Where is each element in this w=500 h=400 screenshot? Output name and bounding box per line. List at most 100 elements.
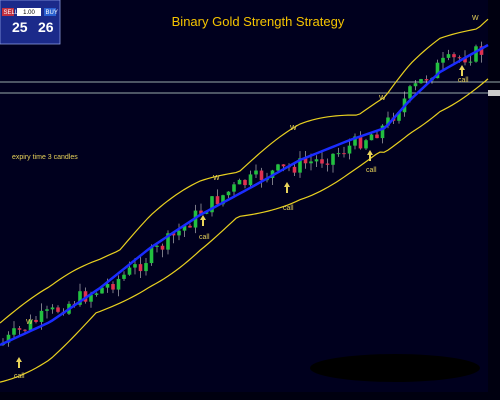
candle-body — [105, 284, 110, 288]
candle-body — [12, 328, 16, 335]
candle-body — [419, 79, 423, 84]
upper-band — [0, 18, 489, 324]
time-axis — [0, 392, 500, 400]
candle-body — [100, 287, 104, 294]
wave-label: W — [213, 175, 220, 182]
candle-body — [259, 170, 264, 181]
call-label: call — [199, 234, 210, 241]
candle-body — [45, 309, 49, 311]
candle-body — [155, 245, 159, 247]
candle-body — [177, 230, 181, 236]
arrow — [200, 215, 206, 226]
candle-body — [171, 233, 176, 236]
panel-bg — [0, 0, 61, 45]
candle-body — [6, 334, 11, 343]
call-label: call — [14, 373, 25, 380]
arrow — [367, 150, 373, 161]
candle-body — [116, 278, 121, 290]
candle-body — [144, 263, 148, 272]
candle-body — [325, 163, 330, 165]
candle-body — [23, 329, 27, 331]
candle-body — [210, 196, 214, 213]
candle-body — [424, 79, 429, 81]
arrow — [16, 357, 22, 368]
candle-body — [408, 86, 412, 99]
sell-button[interactable] — [2, 8, 14, 16]
candle-body — [56, 307, 60, 312]
wave-label: W — [379, 95, 386, 102]
candle-body — [127, 267, 132, 275]
trade-panel: SELL 1.00 BUY 25 26 — [0, 0, 61, 45]
candle-body — [375, 134, 379, 139]
candle-body — [320, 159, 324, 164]
sell-price: 25 — [12, 19, 28, 35]
candle-body — [479, 46, 484, 55]
candle-body — [347, 145, 352, 154]
candle-body — [474, 46, 478, 62]
wave-label: W — [472, 15, 479, 22]
candle-body — [303, 158, 308, 164]
title: Binary Gold Strength Strategy — [172, 14, 345, 29]
candle-body — [298, 158, 302, 173]
candle-body — [215, 196, 220, 205]
candle-body — [199, 210, 203, 214]
candle-body — [243, 179, 247, 186]
candle-body — [39, 310, 44, 322]
expiry-note: expiry time 3 candles — [12, 154, 78, 161]
candle-body — [276, 164, 280, 171]
buy-text: BUY — [46, 10, 58, 16]
arrows — [16, 65, 465, 368]
lot-text: 1.00 — [23, 10, 35, 16]
candle-body — [380, 125, 385, 139]
candle-body — [336, 153, 341, 155]
lower-band — [0, 78, 489, 383]
wave-label: W — [290, 125, 297, 132]
call-label: call — [283, 205, 294, 212]
candle-body — [188, 225, 192, 228]
middle-line — [0, 43, 489, 347]
candle-body — [89, 294, 93, 302]
candle-body — [149, 246, 154, 264]
candles — [1, 41, 484, 347]
candle-body — [314, 159, 319, 162]
candle-body — [28, 319, 33, 331]
candle-body — [50, 307, 55, 310]
candle-body — [111, 284, 115, 290]
candle-body — [182, 225, 187, 231]
buy-price: 26 — [38, 19, 54, 35]
candle-body — [204, 212, 209, 214]
candle-body — [441, 57, 445, 63]
candle-body — [133, 264, 137, 268]
candle-body — [248, 174, 253, 186]
candle-body — [138, 264, 143, 272]
call-label: call — [366, 167, 377, 174]
candle-body — [364, 140, 368, 149]
wave-label: W — [26, 319, 33, 326]
candle-body — [309, 161, 313, 164]
candle-body — [369, 134, 374, 141]
arrow — [459, 65, 465, 76]
candle-body — [17, 328, 22, 330]
candle-body — [237, 179, 242, 185]
candle-body — [34, 319, 38, 322]
blot — [310, 354, 480, 382]
candle-body — [452, 54, 456, 58]
candle-body — [342, 153, 346, 155]
lot-field[interactable] — [17, 8, 41, 16]
buy-button[interactable] — [44, 8, 56, 16]
sell-text: SELL — [4, 10, 19, 16]
candle-body — [413, 83, 418, 87]
candle-body — [292, 166, 297, 173]
candle-body — [221, 195, 225, 205]
candle-body — [397, 112, 401, 121]
candle-body — [386, 117, 390, 126]
candle-body — [78, 291, 82, 305]
candle-body — [160, 245, 165, 250]
price-marker — [488, 90, 500, 96]
arrow — [284, 182, 290, 193]
candle-body — [435, 62, 440, 79]
candle-body — [468, 61, 473, 63]
